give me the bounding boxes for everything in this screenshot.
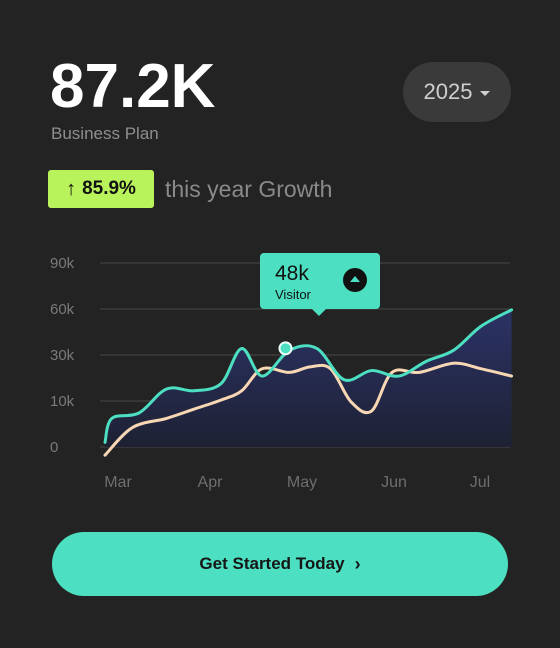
growth-badge: ↑ 85.9% (48, 170, 154, 208)
chevron-right-icon: › (354, 553, 361, 574)
tooltip-label: Visitor (275, 287, 311, 302)
y-tick-label: 60k (50, 301, 75, 318)
headline-value: 87.2K (50, 52, 216, 121)
tooltip-value: 48k (275, 262, 309, 285)
arrow-up-icon: ↑ (66, 177, 77, 200)
chart-svg: 90k 60k 30k 10k 0 Mar Apr May Jun Jul (50, 255, 514, 491)
y-tick-label: 0 (50, 439, 58, 456)
x-tick-label: Jun (381, 474, 407, 491)
year-dropdown[interactable]: 2025 (403, 62, 511, 122)
growth-text: this year Growth (165, 176, 333, 202)
headline-subtitle: Business Plan (51, 124, 159, 143)
x-tick-label: Mar (104, 474, 132, 491)
caret-up-icon[interactable] (343, 268, 367, 292)
get-started-label: Get Started Today (199, 554, 345, 573)
x-tick-label: Jul (470, 474, 490, 491)
chart-tooltip: 48k Visitor (260, 253, 380, 316)
get-started-button[interactable]: Get Started Today › (52, 532, 508, 596)
year-label: 2025 (423, 79, 473, 104)
area-chart: 90k 60k 30k 10k 0 Mar Apr May Jun Jul (0, 240, 560, 500)
growth-value: 85.9% (82, 178, 136, 199)
y-tick-label: 10k (50, 393, 75, 410)
y-tick-label: 30k (50, 347, 75, 364)
x-tick-label: May (287, 474, 317, 491)
chevron-down-icon (480, 90, 491, 96)
visitor-area (105, 309, 512, 447)
highlight-point[interactable] (278, 341, 293, 356)
x-tick-label: Apr (198, 474, 224, 491)
series-line-secondary (103, 361, 514, 457)
y-tick-label: 90k (50, 255, 75, 272)
